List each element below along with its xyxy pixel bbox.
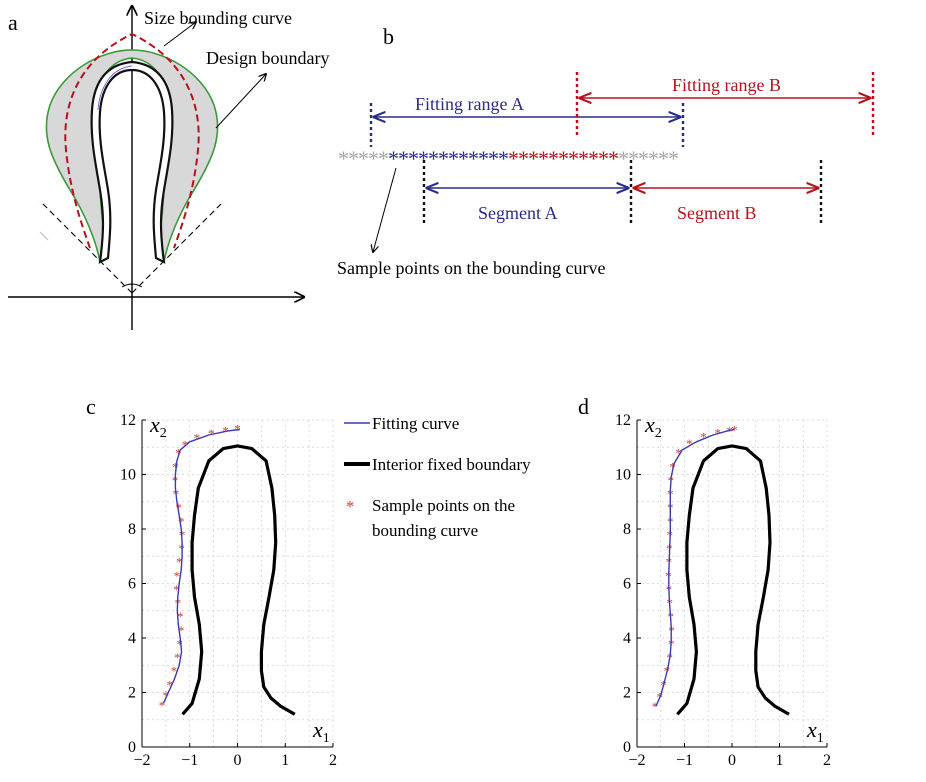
y-tick-label: 0 [623, 739, 631, 756]
arrow-design-boundary [215, 74, 266, 129]
size-bounding-curve [64, 32, 200, 249]
legend: Fitting curve Interior fixed boundary * … [344, 414, 531, 540]
interior-boundary-shape [90, 60, 174, 264]
x-tick-label: 2 [823, 752, 831, 769]
y-tick-label: 4 [128, 630, 136, 647]
y-tick-label: 8 [128, 521, 136, 538]
fitting-curve-line [655, 428, 735, 707]
interior-boundary-line [676, 444, 790, 716]
segment-b-label: Segment B [677, 203, 757, 223]
sample-point: * [686, 436, 693, 451]
plot-c: −2 −1 0 1 2024681012x1x2********************… [120, 412, 337, 769]
panel-c-letter: c [86, 394, 96, 419]
y-tick-label: 12 [120, 412, 136, 429]
panel-b-letter: b [383, 24, 394, 49]
sample-point: * [174, 568, 181, 583]
sample-stars: ********************************** [338, 146, 678, 171]
sample-point: * [208, 426, 215, 441]
x-tick-label: 0 [234, 752, 242, 769]
sample-points-label: Sample points on the bounding curve [337, 258, 605, 278]
label-size-bounding-curve: Size bounding curve [144, 8, 292, 28]
sample-point: * [700, 429, 707, 444]
y-tick-label: 8 [623, 521, 631, 538]
x-axis-label: x1 [806, 717, 824, 746]
y-tick-label: 2 [128, 685, 136, 702]
x-tick-label: 1 [281, 752, 289, 769]
sample-point: * [172, 459, 179, 474]
sample-point: * [715, 425, 722, 440]
x-tick-label: −2 [133, 752, 150, 769]
panel-d: d −2 −1 0 1 2024681012x1x2******************… [578, 394, 831, 769]
x-axis-label-sub: 1 [817, 731, 824, 746]
fitting-range-a-label: Fitting range A [415, 94, 524, 114]
y-axis-label: x2 [644, 412, 662, 441]
design-boundary-shape [45, 49, 219, 264]
y-axis-label: x2 [149, 412, 167, 441]
arrow-size-curve [163, 22, 196, 47]
x-tick-label: 1 [776, 752, 784, 769]
stars-gray-left: ***** [338, 146, 388, 171]
angle-line-left [39, 200, 133, 294]
label-design-boundary: Design boundary [206, 48, 329, 68]
segment-a-label: Segment A [478, 203, 558, 223]
sample-point: * [176, 636, 183, 651]
stars-gray-right: ****** [618, 146, 678, 171]
y-tick-label: 12 [615, 412, 631, 429]
x-axis-label: x1 [312, 717, 330, 746]
sample-point: * [159, 698, 166, 713]
y-tick-label: 6 [128, 576, 136, 593]
sample-point: * [175, 446, 182, 461]
panel-d-letter: d [578, 394, 589, 419]
legend-interior-boundary-label: Interior fixed boundary [372, 455, 531, 474]
sample-point: * [652, 699, 659, 714]
y-tick-label: 6 [623, 576, 631, 593]
stars-red: *********** [508, 146, 618, 171]
plot-d: −2 −1 0 1 2024681012x1x2********************… [615, 412, 831, 769]
panel-c: c −2 −1 0 1 2024681012x1x2******************… [86, 394, 337, 769]
x-tick-label: 2 [329, 752, 337, 769]
y-tick-label: 10 [615, 467, 631, 484]
y-tick-label: 0 [128, 739, 136, 756]
sample-point: * [194, 431, 201, 446]
sample-point: * [676, 446, 683, 461]
legend-fitting-curve-label: Fitting curve [372, 414, 459, 433]
x-axis-label-sub: 1 [323, 731, 330, 746]
fitting-range-b-label: Fitting range B [672, 75, 781, 95]
interior-boundary-line [181, 444, 296, 716]
legend-sample-points-label-2: bounding curve [372, 521, 478, 540]
x-tick-label: −1 [181, 752, 198, 769]
legend-sample-points-label-1: Sample points on the [372, 496, 515, 515]
sample-point: * [177, 609, 184, 624]
angle-line-right [131, 200, 225, 294]
panel-b: b Fitting range A Fitting range B ******… [337, 24, 875, 278]
sample-points-arrow [373, 167, 397, 252]
y-axis-label-sub: 2 [655, 426, 662, 441]
sample-point: * [176, 500, 183, 515]
sample-point: * [163, 688, 170, 703]
sample-point: * [178, 514, 185, 529]
x-tick-label: −1 [676, 752, 693, 769]
y-tick-label: 4 [623, 630, 631, 647]
sample-point: * [174, 650, 181, 665]
sample-point: * [173, 582, 180, 597]
y-tick-label: 10 [120, 467, 136, 484]
stray-mark [39, 231, 49, 241]
sample-point: * [171, 664, 178, 679]
legend-sample-points-marker: * [346, 497, 355, 516]
y-axis-label-sub: 2 [160, 426, 167, 441]
sample-point: * [166, 677, 173, 692]
panel-a: a Size bounding curve Design boundary [8, 6, 329, 330]
sample-point: * [178, 623, 185, 638]
angle-arc [121, 283, 143, 288]
x-tick-label: 0 [728, 752, 736, 769]
sample-point: * [176, 555, 183, 570]
panel-a-letter: a [8, 10, 18, 35]
blue-fit-curve [97, 65, 133, 111]
y-tick-label: 2 [623, 685, 631, 702]
stars-blue: ************ [388, 146, 508, 171]
x-tick-label: −2 [628, 752, 645, 769]
fitting-curve-line [162, 428, 240, 704]
